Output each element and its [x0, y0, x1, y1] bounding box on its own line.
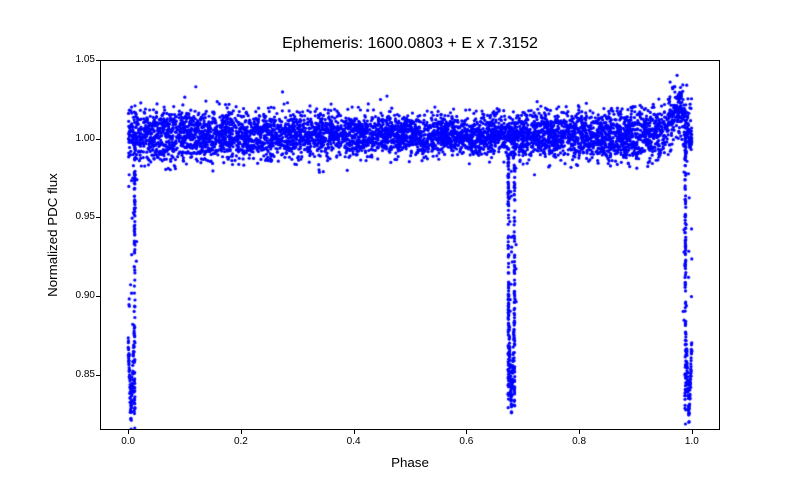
x-tick [692, 430, 693, 434]
x-tick-label: 0.6 [446, 436, 486, 447]
x-tick-label: 0.8 [559, 436, 599, 447]
x-tick [241, 430, 242, 434]
spine-left [100, 60, 101, 430]
x-tick-label: 1.0 [672, 436, 712, 447]
y-tick-label: 1.00 [55, 133, 95, 144]
x-tick-label: 0.2 [221, 436, 261, 447]
y-tick [96, 296, 100, 297]
y-tick-label: 0.95 [55, 211, 95, 222]
spine-bottom [100, 429, 720, 430]
x-tick-label: 0.0 [108, 436, 148, 447]
x-tick [128, 430, 129, 434]
x-axis-label: Phase [100, 455, 720, 470]
spine-right [719, 60, 720, 430]
y-tick-label: 0.90 [55, 290, 95, 301]
figure: Ephemeris: 1600.0803 + E x 7.3152 0.0 0.2… [0, 0, 800, 500]
y-tick [96, 375, 100, 376]
x-tick [466, 430, 467, 434]
scatter-canvas [100, 60, 720, 430]
y-tick-label: 0.85 [55, 369, 95, 380]
spine-top [100, 60, 720, 61]
x-tick-label: 0.4 [334, 436, 374, 447]
y-axis-label: Normalized PDC flux [45, 135, 60, 335]
y-tick-label: 1.05 [55, 54, 95, 65]
x-tick [579, 430, 580, 434]
y-tick [96, 139, 100, 140]
chart-title: Ephemeris: 1600.0803 + E x 7.3152 [100, 35, 720, 53]
y-tick [96, 217, 100, 218]
plot-area [100, 60, 720, 430]
y-tick [96, 60, 100, 61]
x-tick [354, 430, 355, 434]
